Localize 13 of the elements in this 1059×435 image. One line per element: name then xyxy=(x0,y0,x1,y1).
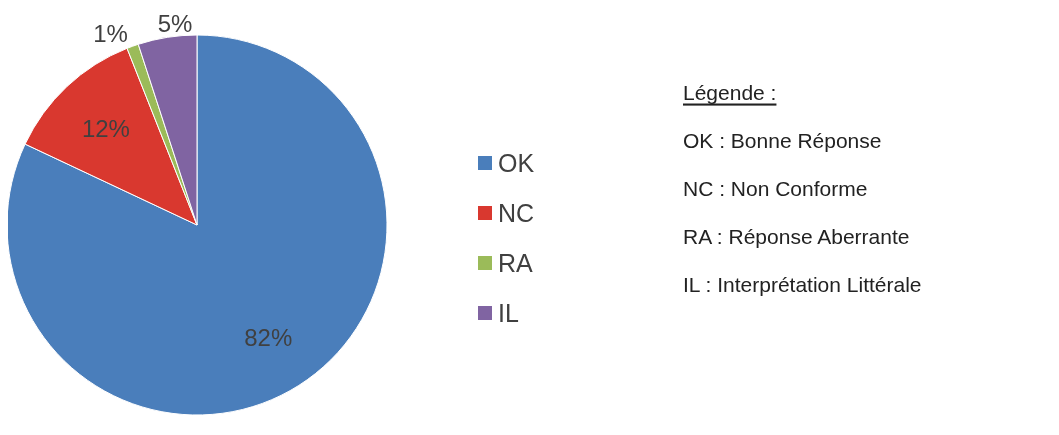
legend-label: NC xyxy=(498,199,535,227)
data-label: 1% xyxy=(93,19,128,47)
legend-label: RA xyxy=(498,249,534,277)
text: NC : Non Conforme xyxy=(683,176,868,200)
text: OK : Bonne Réponse xyxy=(683,128,882,152)
text: Légende : xyxy=(683,80,777,104)
data-label: 5% xyxy=(157,10,193,38)
data-label: 12% xyxy=(81,114,130,142)
legend-label: OK xyxy=(498,149,535,177)
data-label: 82% xyxy=(244,323,293,351)
text: RA : Réponse Aberrante xyxy=(683,224,910,248)
legend-label: IL xyxy=(498,299,519,327)
text: IL : Interprétation Littérale xyxy=(683,272,922,296)
